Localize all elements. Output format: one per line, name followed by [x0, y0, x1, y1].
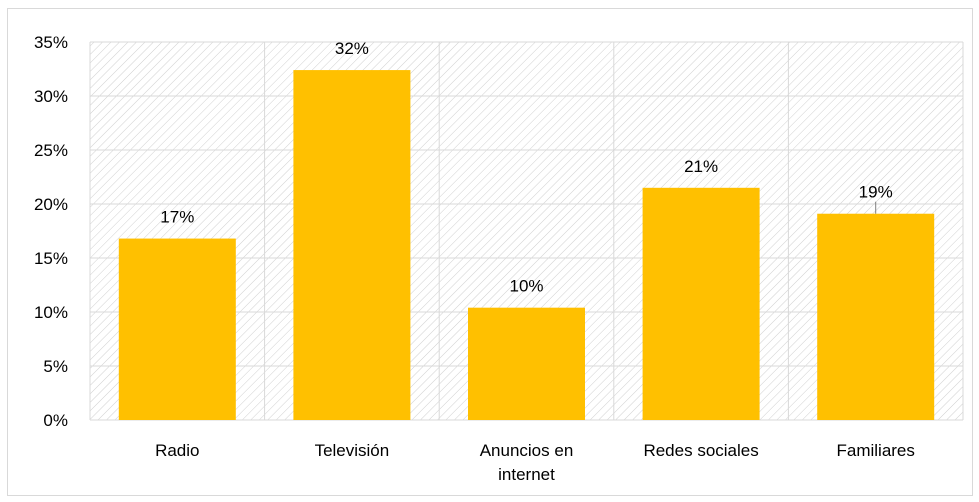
bar — [293, 70, 411, 420]
y-tick-label: 0% — [43, 411, 68, 430]
x-category-label: Radio — [155, 441, 199, 460]
bar — [118, 238, 236, 420]
bar — [817, 213, 935, 420]
data-label: 17% — [160, 208, 194, 227]
data-label: 32% — [335, 39, 369, 58]
y-tick-label: 20% — [34, 195, 68, 214]
x-category-label: Familiares — [836, 441, 914, 460]
y-tick-label: 15% — [34, 249, 68, 268]
data-label: 10% — [509, 277, 543, 296]
y-tick-label: 35% — [34, 33, 68, 52]
data-label: 19% — [859, 183, 893, 202]
bars — [118, 70, 935, 420]
y-axis-tick-labels: 0% 5% 10% 15% 20% 25% 30% 35% — [34, 33, 68, 430]
x-category-label: Televisión — [315, 441, 390, 460]
x-axis-category-labels: Radio Televisión Anuncios en internet Redes … — [155, 441, 915, 484]
data-label: 21% — [684, 157, 718, 176]
y-tick-label: 30% — [34, 87, 68, 106]
bar — [468, 307, 585, 420]
y-tick-label: 10% — [34, 303, 68, 322]
bar — [642, 187, 760, 420]
y-tick-label: 5% — [43, 357, 68, 376]
x-category-label: Anuncios en internet — [480, 441, 574, 484]
x-category-label: Redes sociales — [643, 441, 758, 460]
y-tick-label: 25% — [34, 141, 68, 160]
data-labels: 17% 32% 10% 21% 19% — [160, 39, 892, 296]
